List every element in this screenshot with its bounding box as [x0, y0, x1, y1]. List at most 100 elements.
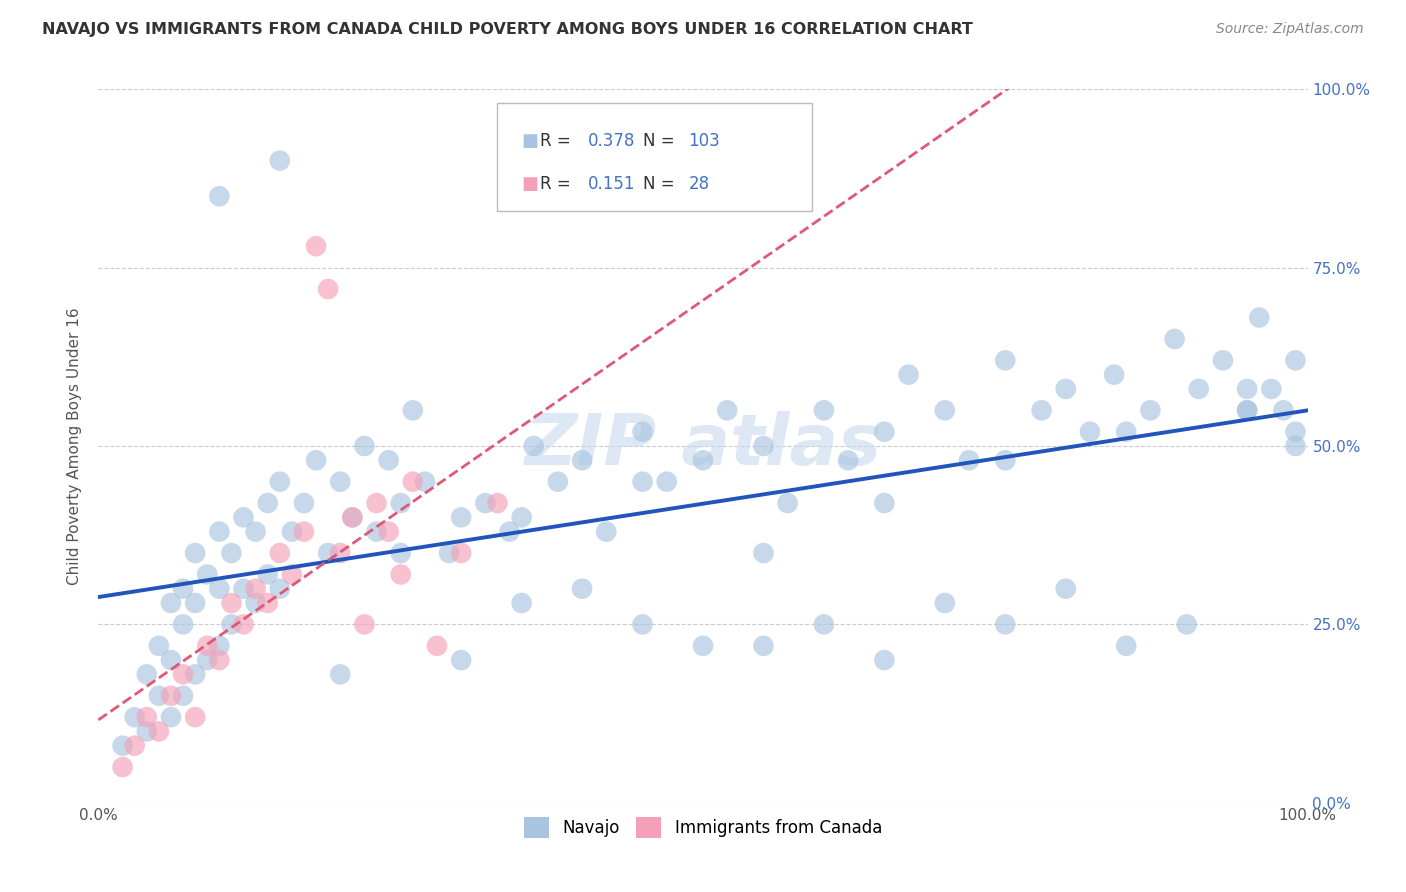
Point — [752, 639, 775, 653]
Point — [692, 639, 714, 653]
Point — [232, 510, 254, 524]
Point — [1188, 382, 1211, 396]
Point — [111, 739, 134, 753]
Point — [269, 582, 291, 596]
Point — [934, 403, 956, 417]
Point — [1236, 382, 1258, 396]
Point — [1031, 403, 1053, 417]
Point — [316, 282, 339, 296]
Point — [281, 524, 304, 539]
Point — [1260, 382, 1282, 396]
Point — [366, 524, 388, 539]
Point — [245, 582, 267, 596]
Point — [195, 567, 218, 582]
Point — [184, 667, 207, 681]
Point — [377, 453, 399, 467]
Point — [486, 496, 509, 510]
Point — [208, 189, 231, 203]
Point — [716, 403, 738, 417]
Point — [172, 689, 194, 703]
Point — [389, 546, 412, 560]
Point — [413, 475, 436, 489]
Point — [269, 153, 291, 168]
Point — [353, 439, 375, 453]
Point — [208, 582, 231, 596]
Point — [172, 582, 194, 596]
Point — [498, 524, 520, 539]
Text: ■: ■ — [522, 175, 538, 193]
Point — [426, 639, 449, 653]
Point — [1054, 582, 1077, 596]
Text: 28: 28 — [689, 175, 710, 193]
Point — [256, 567, 278, 582]
Point — [510, 510, 533, 524]
Point — [1272, 403, 1295, 417]
Text: N =: N = — [643, 132, 679, 150]
Point — [523, 439, 546, 453]
Point — [994, 453, 1017, 467]
Text: 0.151: 0.151 — [588, 175, 636, 193]
Point — [1163, 332, 1185, 346]
Point — [813, 403, 835, 417]
Point — [135, 710, 157, 724]
Point — [450, 510, 472, 524]
Point — [631, 475, 654, 489]
Point — [195, 639, 218, 653]
Point — [208, 524, 231, 539]
Point — [631, 617, 654, 632]
Point — [994, 353, 1017, 368]
Point — [329, 475, 352, 489]
Point — [1212, 353, 1234, 368]
Point — [402, 475, 425, 489]
Text: ZIP atlas: ZIP atlas — [524, 411, 882, 481]
Text: 0.378: 0.378 — [588, 132, 636, 150]
Point — [752, 546, 775, 560]
Text: Source: ZipAtlas.com: Source: ZipAtlas.com — [1216, 22, 1364, 37]
Point — [256, 496, 278, 510]
Point — [571, 582, 593, 596]
Text: N =: N = — [643, 175, 679, 193]
Point — [353, 617, 375, 632]
Point — [474, 496, 496, 510]
FancyBboxPatch shape — [498, 103, 811, 211]
Point — [195, 653, 218, 667]
Point — [172, 617, 194, 632]
Text: R =: R = — [540, 175, 576, 193]
Point — [135, 667, 157, 681]
Text: R =: R = — [540, 132, 576, 150]
Point — [994, 617, 1017, 632]
Point — [692, 453, 714, 467]
Point — [366, 496, 388, 510]
Point — [160, 653, 183, 667]
Point — [1249, 310, 1271, 325]
Point — [1054, 382, 1077, 396]
Point — [1115, 639, 1137, 653]
Point — [221, 596, 243, 610]
Point — [292, 524, 315, 539]
Point — [934, 596, 956, 610]
Point — [269, 546, 291, 560]
Point — [1078, 425, 1101, 439]
Point — [135, 724, 157, 739]
Point — [269, 475, 291, 489]
Point — [305, 453, 328, 467]
Point — [813, 617, 835, 632]
Point — [389, 567, 412, 582]
Point — [510, 596, 533, 610]
Point — [752, 439, 775, 453]
Point — [329, 667, 352, 681]
Point — [873, 425, 896, 439]
Point — [329, 546, 352, 560]
Point — [571, 453, 593, 467]
Point — [1284, 353, 1306, 368]
Point — [595, 524, 617, 539]
Point — [256, 596, 278, 610]
Point — [160, 689, 183, 703]
Point — [160, 710, 183, 724]
Point — [124, 739, 146, 753]
Point — [1284, 425, 1306, 439]
Point — [221, 617, 243, 632]
Point — [184, 596, 207, 610]
Point — [1139, 403, 1161, 417]
Point — [377, 524, 399, 539]
